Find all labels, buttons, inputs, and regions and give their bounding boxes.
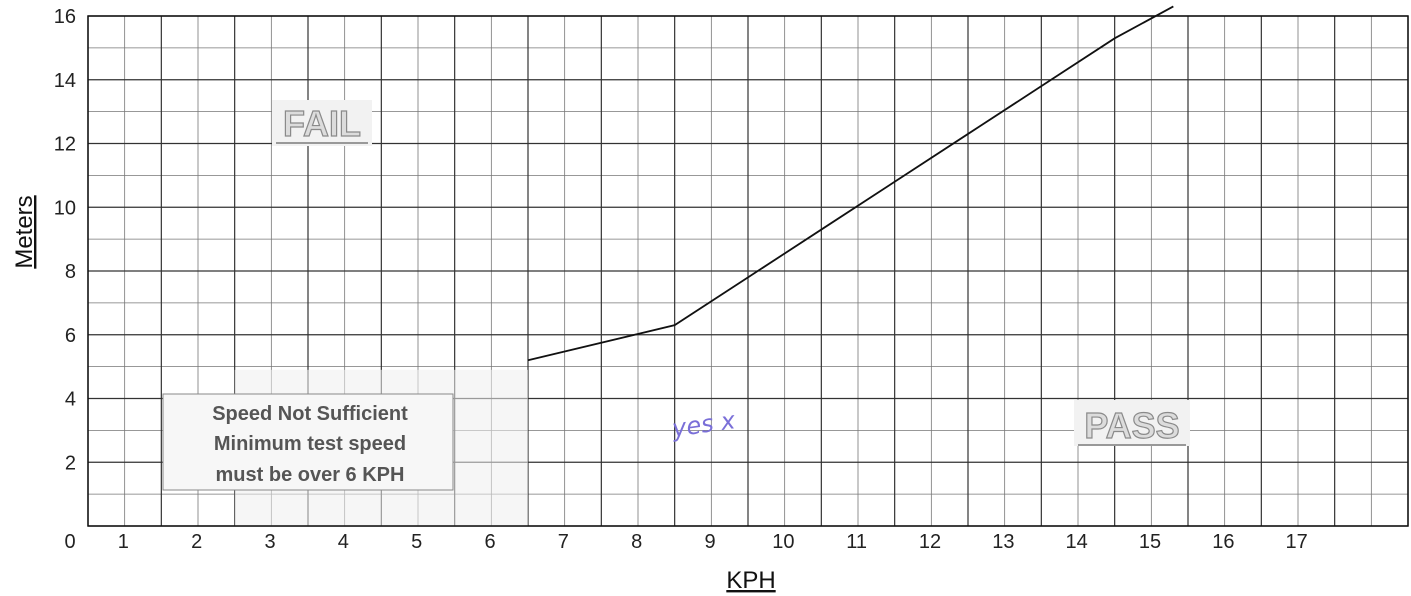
note-line-1: Speed Not Sufficient: [212, 403, 408, 425]
x-tick-label: 10: [772, 531, 794, 553]
y-tick-label: 14: [54, 70, 76, 92]
x-tick-label: 1: [118, 531, 129, 553]
x-tick-label: 8: [631, 531, 642, 553]
x-tick-label: 6: [484, 531, 495, 553]
y-tick-label: 12: [54, 134, 76, 156]
y-tick-label: 2: [65, 452, 76, 474]
x-tick-label: 13: [992, 531, 1014, 553]
x-tick-label: 4: [338, 531, 349, 553]
y-tick-label: 6: [65, 325, 76, 347]
x-tick-labels: 0 1 2 3 4 5 6 7 8 9 10 11 12 13 14 15 16 17: [64, 531, 1307, 553]
x-tick-label: 15: [1139, 531, 1161, 553]
x-tick-label: 9: [704, 531, 715, 553]
fail-label: FAIL: [283, 103, 361, 144]
x-tick-label: 0: [64, 531, 75, 553]
x-tick-label: 5: [411, 531, 422, 553]
x-tick-label: 12: [919, 531, 941, 553]
x-tick-label: 7: [558, 531, 569, 553]
pass-label-bg: [1074, 400, 1190, 446]
y-tick-label: 16: [54, 6, 76, 28]
note-box: [162, 393, 454, 491]
y-tick-label: 8: [65, 261, 76, 283]
y-axis-title: Meters: [11, 195, 38, 268]
pass-label: PASS: [1084, 405, 1179, 446]
x-tick-label: 2: [191, 531, 202, 553]
note-line-2: Minimum test speed: [214, 433, 406, 455]
x-tick-label: 17: [1286, 531, 1308, 553]
pass-fail-threshold-line: [527, 5, 1174, 362]
x-tick-label: 11: [846, 531, 867, 553]
x-tick-label: 14: [1066, 531, 1088, 553]
y-tick-labels: 2 4 6 8 10 12 14 16: [54, 6, 76, 474]
x-axis-title: KPH: [726, 567, 775, 594]
fail-label-bg: [272, 100, 372, 146]
y-tick-label: 4: [65, 389, 76, 411]
handwritten-mark: yes x: [669, 406, 737, 443]
x-tick-label: 16: [1212, 531, 1234, 553]
note-line-3: must be over 6 KPH: [216, 464, 405, 486]
plot-frame: [87, 15, 1409, 527]
x-tick-label: 3: [264, 531, 275, 553]
y-tick-label: 10: [54, 197, 76, 219]
